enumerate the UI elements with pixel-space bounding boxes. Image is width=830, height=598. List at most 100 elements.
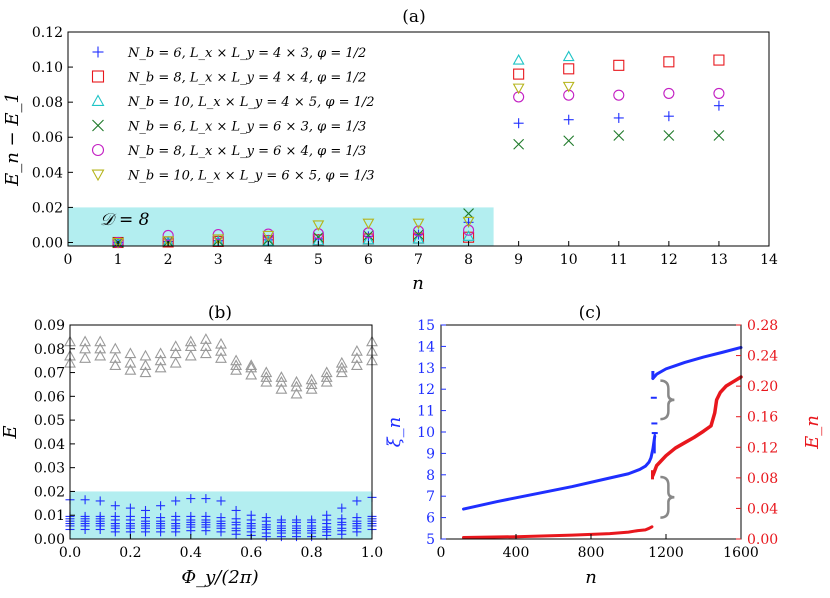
b-high-point bbox=[124, 364, 137, 375]
a-ytick-label: 0.00 bbox=[32, 235, 63, 251]
c-xtick-label: 400 bbox=[503, 545, 530, 561]
a-point-s1-shape bbox=[613, 59, 625, 71]
c-ytick-left-label: 8 bbox=[426, 468, 435, 484]
a-xtick-label: 7 bbox=[414, 252, 423, 268]
a-point-s5 bbox=[562, 81, 575, 93]
c-ytick-left-label: 15 bbox=[417, 318, 435, 334]
a-point-s5 bbox=[462, 216, 475, 228]
b-high-point bbox=[199, 333, 212, 344]
c-ytick-left-label: 12 bbox=[417, 382, 435, 398]
b-low-point bbox=[231, 505, 241, 515]
b-low-point bbox=[95, 496, 105, 506]
panel-b-x-label: Φ_y/(2π) bbox=[181, 567, 258, 588]
a-ytick-label: 0.02 bbox=[32, 200, 63, 216]
a-point-s5 bbox=[412, 218, 425, 230]
b-high-point-shape bbox=[109, 352, 122, 363]
b-low-point bbox=[246, 510, 256, 520]
b-high-point-shape bbox=[275, 383, 288, 394]
a-point-s5 bbox=[312, 220, 325, 232]
a-point-s5-shape bbox=[462, 216, 475, 228]
panel-a-title: (a) bbox=[402, 7, 425, 27]
b-high-point bbox=[79, 342, 92, 354]
a-xtick-label: 14 bbox=[760, 252, 778, 268]
b-low-point bbox=[171, 511, 181, 521]
a-point-s3-d2 bbox=[463, 208, 474, 219]
b-low-point bbox=[125, 511, 135, 521]
a-point-s3 bbox=[363, 230, 374, 241]
b-low-point bbox=[337, 514, 347, 524]
panel-b-frame bbox=[69, 324, 373, 540]
b-high-point bbox=[275, 383, 288, 394]
b-low-point bbox=[156, 501, 166, 511]
b-high-point-shape bbox=[215, 345, 227, 356]
b-low-point bbox=[186, 494, 196, 504]
b-high-point bbox=[124, 347, 137, 359]
a-legend-label: N_b = 10, L_x × L_y = 6 × 5, φ = 1/3 bbox=[127, 169, 375, 184]
b-high-point-shape bbox=[94, 342, 107, 354]
b-low-point bbox=[95, 511, 105, 521]
b-low-point bbox=[125, 503, 135, 513]
c-ytick-left-label: 11 bbox=[417, 404, 435, 420]
a-point-s0 bbox=[563, 114, 574, 125]
a-ytick-label: 0.12 bbox=[32, 25, 63, 41]
b-low-point bbox=[186, 511, 196, 521]
a-point-s3-d2 bbox=[563, 135, 575, 147]
a-point-s5 bbox=[162, 236, 175, 247]
a-point-s2 bbox=[462, 230, 475, 241]
b-high-point bbox=[215, 345, 227, 356]
panel-a: (a) N_b = 6, L_x × L_y = 4 × 3, φ = 1/2 N… bbox=[2, 7, 778, 294]
c-brace-1 bbox=[660, 475, 675, 519]
b-ytick-label: 0.07 bbox=[34, 366, 65, 382]
a-xtick-label: 0 bbox=[64, 252, 73, 268]
c-ytick-right-label: 0.12 bbox=[747, 440, 778, 456]
a-point-s4-shape bbox=[262, 228, 274, 240]
a-point-s4 bbox=[463, 224, 475, 236]
a-point-s5-shape bbox=[262, 230, 275, 242]
b-low-point bbox=[80, 511, 90, 521]
c-ytick-left-label: 7 bbox=[426, 489, 435, 505]
b-high-point-shape bbox=[169, 340, 182, 351]
a-point-s3 bbox=[713, 130, 725, 141]
a-point-s3 bbox=[563, 135, 575, 147]
b-high-point-shape bbox=[275, 371, 288, 382]
b-low-point bbox=[201, 511, 211, 521]
a-point-s5 bbox=[212, 234, 225, 246]
a-xtick-label: 8 bbox=[464, 252, 473, 268]
b-high-point-shape bbox=[290, 375, 303, 387]
b-high-point bbox=[109, 359, 122, 370]
c-ytick-right-label: 0.00 bbox=[747, 532, 778, 548]
a-legend-marker bbox=[92, 119, 104, 132]
a-point-s3-d2 bbox=[613, 130, 625, 141]
a-point-s0 bbox=[713, 100, 724, 111]
a-point-s5 bbox=[362, 218, 375, 230]
b-high-point-shape bbox=[215, 352, 227, 363]
a-xtick-label: 12 bbox=[660, 252, 678, 268]
a-point-s4-shape bbox=[412, 225, 425, 237]
b-high-point-shape bbox=[139, 349, 152, 361]
c-ytick-right-label: 0.24 bbox=[747, 349, 778, 365]
a-point-s0 bbox=[513, 118, 524, 129]
b-high-point-shape bbox=[79, 352, 92, 363]
a-legend-label: N_b = 6, L_x × L_y = 4 × 3, φ = 1/2 bbox=[127, 46, 366, 61]
c-ytick-right-label: 0.08 bbox=[747, 471, 778, 487]
b-high-point-shape bbox=[320, 366, 333, 378]
b-high-point-shape bbox=[290, 387, 303, 399]
b-high-point bbox=[290, 375, 303, 387]
b-high-point bbox=[245, 368, 258, 380]
a-point-s5-shape bbox=[412, 218, 425, 230]
a-point-s4-shape bbox=[563, 89, 575, 101]
b-xtick-label: 0.2 bbox=[119, 545, 141, 561]
a-xtick-label: 9 bbox=[514, 252, 523, 268]
b-high-point-shape bbox=[230, 354, 243, 366]
a-point-s4 bbox=[713, 87, 725, 99]
b-ytick-label: 0.05 bbox=[34, 413, 65, 429]
b-ytick-label: 0.03 bbox=[34, 461, 65, 477]
b-low-point bbox=[352, 513, 362, 523]
b-high-point-shape bbox=[94, 335, 107, 347]
a-point-s4-shape bbox=[613, 89, 625, 101]
a-point-s1-shape bbox=[663, 56, 675, 68]
b-high-point-shape bbox=[169, 356, 182, 368]
b-high-point-shape bbox=[245, 359, 258, 370]
b-high-point bbox=[215, 337, 227, 349]
b-high-point-shape bbox=[79, 335, 92, 347]
